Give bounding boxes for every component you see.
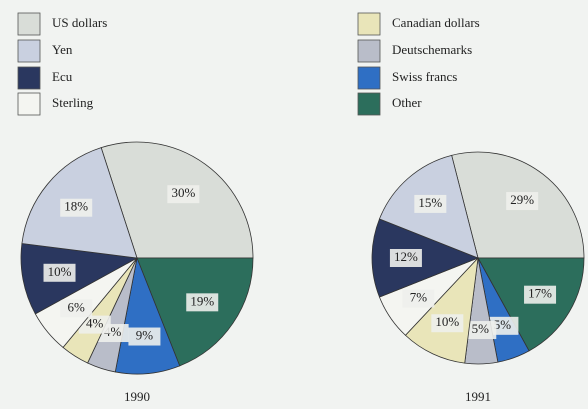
label-box xyxy=(186,293,219,312)
label-box xyxy=(389,249,422,267)
legend-swatch xyxy=(357,12,381,36)
data-label: 19% xyxy=(190,293,214,308)
label-box xyxy=(524,285,557,304)
label-box xyxy=(431,314,464,333)
label-box xyxy=(78,315,111,334)
data-label: 6% xyxy=(68,299,86,314)
label-box xyxy=(402,289,435,308)
data-label: 10% xyxy=(435,314,459,329)
pie-slice xyxy=(20,243,139,315)
legend-swatch xyxy=(17,92,41,116)
legend-label: US dollars xyxy=(52,15,107,30)
pie-slice xyxy=(136,257,254,367)
legend-swatch xyxy=(357,92,381,116)
legend-swatch xyxy=(17,66,41,90)
data-label: 4% xyxy=(86,316,104,331)
data-label: 7% xyxy=(410,289,428,304)
legend-swatch xyxy=(17,12,41,36)
label-box xyxy=(464,321,497,340)
legend-label: Deutschemarks xyxy=(392,42,472,57)
data-label: 30% xyxy=(171,185,195,200)
legend-label: Swiss francs xyxy=(392,69,457,84)
label-box xyxy=(414,194,447,213)
label-box xyxy=(60,299,93,318)
legend-label: Yen xyxy=(52,42,73,57)
data-label: 29% xyxy=(510,192,534,207)
legend-swatch xyxy=(17,39,41,63)
pie-slice xyxy=(371,218,480,298)
label-box xyxy=(60,198,93,217)
legend-label: Other xyxy=(392,95,422,110)
data-label: 15% xyxy=(418,195,442,210)
data-label: 5% xyxy=(494,317,512,332)
pie-title: 1991 xyxy=(465,389,491,404)
label-box xyxy=(506,192,539,211)
pie-slice xyxy=(477,257,585,352)
label-box xyxy=(167,185,200,204)
data-label: 10% xyxy=(48,264,72,279)
data-label: 9% xyxy=(136,328,154,343)
data-label: 17% xyxy=(528,286,552,301)
legend-swatch xyxy=(357,39,381,63)
data-label: 12% xyxy=(394,249,418,264)
legend-label: Sterling xyxy=(52,95,94,110)
data-label: 18% xyxy=(64,199,88,214)
pie-title: 1990 xyxy=(124,389,150,404)
data-label: 5% xyxy=(472,321,490,336)
legend-label: Ecu xyxy=(52,69,73,84)
legend-label: Canadian dollars xyxy=(392,15,480,30)
label-box xyxy=(43,263,76,282)
label-box xyxy=(128,327,161,346)
legend-swatch xyxy=(357,66,381,90)
